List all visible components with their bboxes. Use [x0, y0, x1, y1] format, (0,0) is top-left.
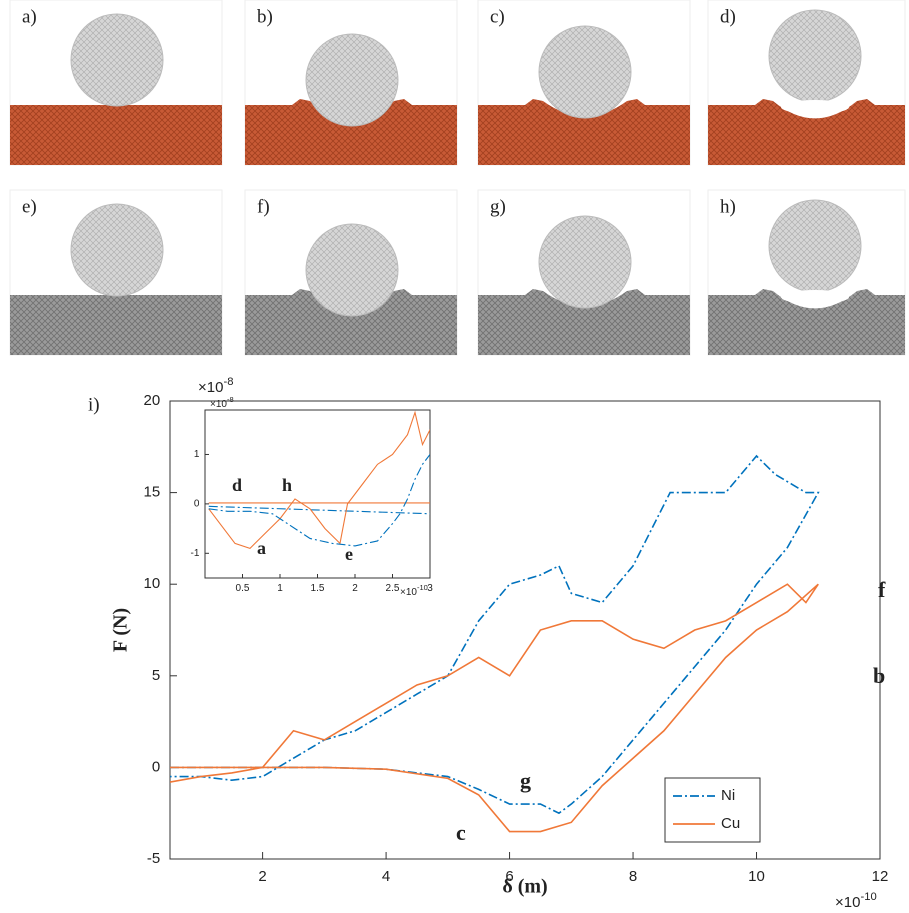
- substrate: [10, 105, 222, 165]
- annotation: g: [520, 768, 531, 793]
- x-tick-label: 2.5: [386, 583, 400, 594]
- legend-box: [665, 778, 760, 842]
- y-tick-label: 1: [194, 449, 200, 460]
- legend-label: Cu: [721, 815, 740, 832]
- indenter: [539, 216, 631, 308]
- x-tick-label: 1.5: [311, 583, 325, 594]
- panel-label: f): [257, 196, 270, 217]
- y-tick-label: -5: [147, 850, 160, 867]
- y-tick-label: 15: [144, 484, 161, 501]
- y-tick-label: 0: [194, 499, 200, 510]
- legend-label: Ni: [721, 787, 735, 804]
- annotation: b: [873, 663, 885, 688]
- y-tick-label: 20: [144, 392, 161, 409]
- axis-multiplier: ×10-8: [198, 376, 233, 396]
- y-tick-label: -1: [190, 548, 199, 559]
- indenter: [71, 204, 163, 296]
- y-tick-label: 5: [152, 667, 160, 684]
- panels: a) b) c) d) e) f) g) h): [10, 0, 905, 355]
- annotation: f: [878, 577, 886, 602]
- x-tick-label: 8: [629, 868, 637, 885]
- indenter: [306, 224, 398, 316]
- substrate: [10, 295, 222, 355]
- annotation: h: [282, 475, 292, 495]
- x-tick-label: 3: [427, 583, 433, 594]
- indenter: [71, 14, 163, 106]
- indenter: [539, 26, 631, 118]
- x-tick-label: 1: [277, 583, 283, 594]
- chart-label: i): [88, 394, 100, 415]
- annotation: c: [456, 820, 466, 845]
- x-axis-label: δ (m): [502, 876, 547, 898]
- x-tick-label: 2: [258, 868, 266, 885]
- panel-label: d): [720, 6, 736, 27]
- y-axis-label: F (N): [110, 608, 132, 652]
- panel-label: a): [22, 6, 37, 27]
- panel-label: b): [257, 6, 273, 27]
- panel-label: e): [22, 196, 37, 217]
- figure: a)b)c)d)e)f)g)h) 24681012-505101520×10-1…: [0, 0, 909, 913]
- annotation: a: [257, 538, 266, 558]
- panel-label: h): [720, 196, 736, 217]
- indenter: [769, 10, 861, 102]
- x-tick-label: 4: [382, 868, 390, 885]
- panel-label: c): [490, 6, 505, 27]
- axis-multiplier: ×10-10: [835, 891, 877, 911]
- y-tick-label: 0: [152, 758, 160, 775]
- indenter: [769, 200, 861, 292]
- x-tick-label: 10: [748, 868, 765, 885]
- panel-label: g): [490, 196, 506, 217]
- gap: [781, 100, 849, 114]
- x-tick-label: 0.5: [236, 583, 250, 594]
- y-tick-label: 10: [144, 575, 161, 592]
- annotation: e: [345, 544, 353, 564]
- indenter: [306, 34, 398, 126]
- x-tick-label: 2: [352, 583, 358, 594]
- x-tick-label: 12: [872, 868, 889, 885]
- annotation: d: [232, 475, 242, 495]
- gap: [781, 290, 849, 304]
